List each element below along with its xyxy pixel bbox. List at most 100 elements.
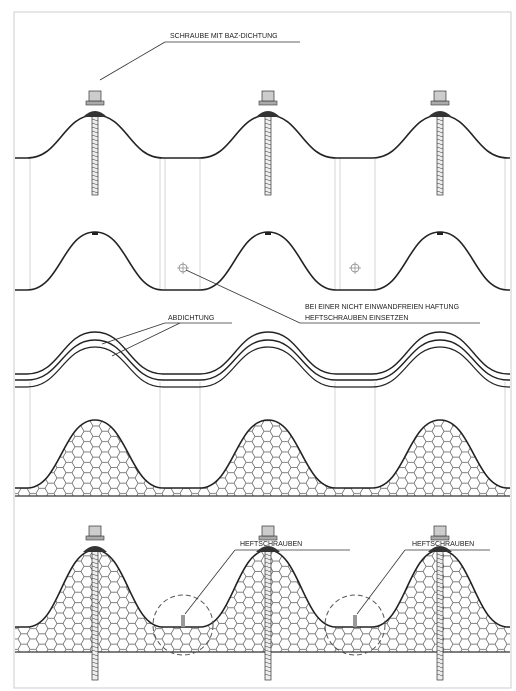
screw-thread [436,154,444,158]
screw-thread [436,126,444,130]
screw-washer [83,546,107,552]
sheet-profile [15,114,510,159]
screw-thread [91,625,99,629]
screw-thread [264,617,272,621]
detail-circle [152,594,214,656]
screw-thread [91,146,99,150]
screw-thread [91,190,99,194]
screw-thread [436,629,444,633]
screw-thread [436,569,444,573]
screw-thread [264,585,272,589]
screw-thread [436,625,444,629]
screw-thread [436,669,444,673]
screw-thread [264,573,272,577]
screw-thread [264,190,272,194]
screw-thread [91,150,99,154]
screw-thread [264,577,272,581]
screw-thread [264,553,272,557]
screw-thread [436,653,444,657]
screw-thread [91,557,99,561]
leader-line [184,549,236,615]
screw-thread [91,597,99,601]
screw-thread [436,158,444,162]
screw-thread [91,569,99,573]
screw-thread [436,565,444,569]
screw-seal [430,100,450,106]
screw-thread [264,569,272,573]
screw-shank [91,114,99,196]
foam-core [15,550,510,652]
screw-thread [436,657,444,661]
sheet-profile [15,419,510,489]
screw-thread [264,665,272,669]
screw-thread [436,673,444,677]
screw-thread [436,557,444,561]
screw-thread [91,621,99,625]
screw-thread [91,138,99,142]
screw-thread [436,605,444,609]
screw-thread [91,613,99,617]
screw-thread [91,561,99,565]
screw-washer [256,546,280,552]
screw-thread [436,182,444,186]
screw-thread [264,649,272,653]
screw-thread [436,613,444,617]
screw-thread [91,158,99,162]
screw-thread [91,142,99,146]
screw-thread [264,673,272,677]
screw-thread [264,589,272,593]
screw-washer [256,111,280,117]
screw-thread [436,577,444,581]
leader-line [356,549,406,615]
screw-thread [436,617,444,621]
leader-line [185,269,301,324]
screw-thread [91,669,99,673]
screw-thread [264,637,272,641]
mark [92,232,98,235]
screw-thread [264,174,272,178]
screw-thread [264,130,272,134]
screw-seal [85,100,105,106]
screw-thread [436,609,444,613]
tack-screw [181,615,185,627]
screw-thread [264,134,272,138]
screw-shank [264,114,272,196]
screw-thread [91,601,99,605]
screw-thread [264,593,272,597]
screw-thread [436,561,444,565]
screw-thread [264,178,272,182]
screw-thread [264,653,272,657]
screw-thread [436,589,444,593]
label-adhesion: BEI EINER NICHT EINWANDFREIEN HAFTUNG [305,304,459,311]
screw-thread [264,597,272,601]
screw-thread [436,601,444,605]
screw-head [261,90,275,102]
screw-thread [436,166,444,170]
screw-thread [264,633,272,637]
screw-thread [91,122,99,126]
screw-thread [264,557,272,561]
mark [265,232,271,235]
screw-thread [91,178,99,182]
screw-thread [91,617,99,621]
screw-thread [264,625,272,629]
screw-seal [258,535,278,541]
screw-shank [436,114,444,196]
label-sealing: ABDICHTUNG [168,315,214,322]
label-tack-screws: HEFTSCHRAUBEN [412,541,474,548]
tack-screw [353,615,357,627]
screw-head [88,90,102,102]
screw-thread [91,641,99,645]
screw-thread [264,641,272,645]
screw-thread [91,633,99,637]
screw-thread [264,138,272,142]
screw-thread [91,593,99,597]
frame [13,11,512,689]
screw-thread [264,657,272,661]
screw-thread [91,182,99,186]
screw-thread [91,609,99,613]
screw-thread [264,581,272,585]
screw-thread [91,637,99,641]
screw-thread [91,585,99,589]
